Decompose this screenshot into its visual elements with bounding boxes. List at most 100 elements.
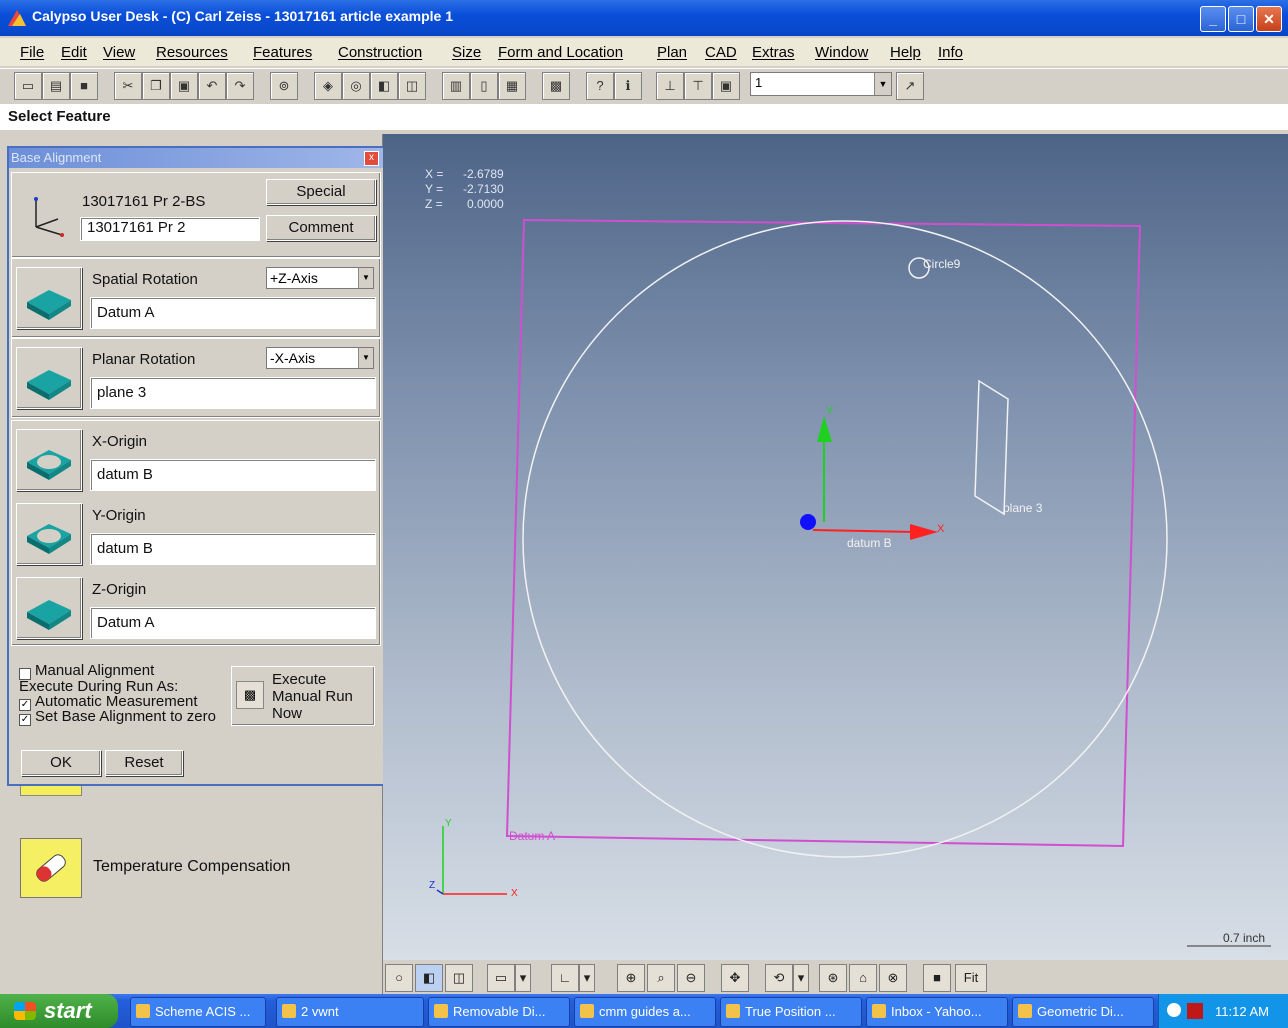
stylus-icon[interactable]: ⊥ — [656, 72, 684, 100]
copy-icon[interactable]: ❐ — [142, 72, 170, 100]
folder-icon[interactable]: ◧ — [370, 72, 398, 100]
lock-icon[interactable]: ⌂ — [849, 964, 877, 992]
ok-button[interactable]: OK — [21, 750, 101, 776]
delete-icon[interactable]: ▯ — [470, 72, 498, 100]
rotate-axis-icon[interactable]: ⊗ — [879, 964, 907, 992]
box-view-icon[interactable]: ▭ — [487, 964, 515, 992]
save-icon[interactable]: ■ — [70, 72, 98, 100]
menu-info[interactable]: Info — [938, 44, 964, 61]
menu-help[interactable]: Help — [890, 44, 921, 61]
planar-rotation-feature-field[interactable]: plane 3 — [90, 377, 376, 409]
axis-view-icon[interactable]: ∟ — [551, 964, 579, 992]
spatial-rotation-feature-field[interactable]: Datum A — [90, 297, 376, 329]
task-geometric[interactable]: Geometric Di... — [1012, 997, 1154, 1027]
shaded-view-icon[interactable]: ◧ — [415, 964, 443, 992]
help-icon[interactable]: ? — [586, 72, 614, 100]
probe-icon[interactable]: ◫ — [398, 72, 426, 100]
task-true-position[interactable]: True Position ... — [720, 997, 862, 1027]
menu-resources[interactable]: Resources — [156, 44, 228, 61]
spatial-rotation-axis-select[interactable]: +Z-Axis ▼ — [266, 267, 374, 289]
info-icon[interactable]: ℹ — [614, 72, 642, 100]
automatic-measurement-checkbox[interactable]: ✓ — [19, 699, 31, 711]
new-icon[interactable]: ▭ — [14, 72, 42, 100]
z-origin-feature-field[interactable]: Datum A — [90, 607, 376, 639]
chevron-down-icon[interactable]: ▾ — [793, 964, 809, 992]
menu-extras[interactable]: Extras — [752, 44, 795, 61]
rotate-view-icon[interactable]: ⟲ — [765, 964, 793, 992]
temperature-icon[interactable] — [20, 838, 82, 898]
tray-app-icon[interactable] — [1167, 1003, 1181, 1017]
close-button[interactable]: ✕ — [1256, 6, 1282, 32]
zoom-in-icon[interactable]: ⊕ — [617, 964, 645, 992]
spatial-rotation-plane-button[interactable] — [16, 267, 82, 329]
menu-plan[interactable]: Plan — [657, 44, 688, 61]
start-button[interactable]: start — [0, 994, 118, 1028]
measure-icon[interactable]: ⊤ — [684, 72, 712, 100]
cube-view-icon[interactable]: ◫ — [445, 964, 473, 992]
plane3-shape[interactable] — [974, 379, 1009, 516]
fit-button[interactable]: Fit — [955, 964, 987, 992]
report-icon[interactable]: ▦ — [498, 72, 526, 100]
menu-construction[interactable]: Construction — [338, 44, 423, 61]
chevron-down-icon[interactable]: ▼ — [358, 268, 373, 288]
task-removable-disk[interactable]: Removable Di... — [428, 997, 570, 1027]
execute-manual-run-button[interactable]: ▩ Execute Manual Run Now — [231, 666, 375, 726]
reset-button[interactable]: Reset — [105, 750, 183, 776]
datum-a-square[interactable] — [505, 218, 1142, 848]
x-origin-circle-button[interactable] — [16, 429, 82, 491]
tray-alert-icon[interactable] — [1187, 1003, 1203, 1019]
menu-edit[interactable]: Edit — [61, 44, 87, 61]
origin-marker[interactable] — [800, 514, 816, 530]
large-circle[interactable] — [522, 220, 1168, 858]
menu-view[interactable]: View — [103, 44, 136, 61]
chevron-down-icon[interactable]: ▾ — [515, 964, 531, 992]
minimize-button[interactable]: _ — [1200, 6, 1226, 32]
chevron-down-icon[interactable]: ▾ — [579, 964, 595, 992]
chevron-down-icon[interactable]: ▼ — [874, 73, 891, 95]
menu-features[interactable]: Features — [253, 44, 313, 61]
menu-file[interactable]: File — [20, 44, 45, 61]
circle9-marker[interactable] — [908, 257, 930, 279]
open-icon[interactable]: ▤ — [42, 72, 70, 100]
task-scheme-acis[interactable]: Scheme ACIS ... — [130, 997, 266, 1027]
menu-form-and-location[interactable]: Form and Location — [498, 44, 624, 61]
dialog-close-button[interactable]: x — [364, 151, 379, 166]
circle-view-icon[interactable]: ○ — [385, 964, 413, 992]
set-base-zero-checkbox[interactable]: ✓ — [19, 714, 31, 726]
toolbar-combo[interactable]: 1 ▼ — [750, 72, 892, 96]
alignment-name-field[interactable]: 13017161 Pr 2 — [80, 217, 260, 241]
redo-icon[interactable]: ↷ — [226, 72, 254, 100]
orbit-icon[interactable]: ⊛ — [819, 964, 847, 992]
stop-icon[interactable]: ▣ — [712, 72, 740, 100]
zoom-out-icon[interactable]: ⊖ — [677, 964, 705, 992]
task-inbox-yahoo[interactable]: Inbox - Yahoo... — [866, 997, 1008, 1027]
special-button[interactable]: Special — [266, 179, 376, 205]
planar-rotation-axis-select[interactable]: -X-Axis ▼ — [266, 347, 374, 369]
manual-alignment-checkbox[interactable] — [19, 668, 31, 680]
chevron-down-icon[interactable]: ▼ — [358, 348, 373, 368]
y-origin-feature-field[interactable]: datum B — [90, 533, 376, 565]
cad-viewport[interactable]: X = -2.6789 Y = -2.7130 Z = 0.0000 Circl… — [383, 134, 1288, 960]
solid-view-icon[interactable]: ■ — [923, 964, 951, 992]
pan-icon[interactable]: ✥ — [721, 964, 749, 992]
z-origin-plane-button[interactable] — [16, 577, 82, 639]
task-vwnt[interactable]: 2 vwnt — [276, 997, 424, 1027]
feature-icon[interactable]: ◈ — [314, 72, 342, 100]
binoculars-icon[interactable]: ⊚ — [270, 72, 298, 100]
menu-window[interactable]: Window — [815, 44, 869, 61]
task-cmm-guides[interactable]: cmm guides a... — [574, 997, 716, 1027]
cut-icon[interactable]: ✂ — [114, 72, 142, 100]
paste-icon[interactable]: ▣ — [170, 72, 198, 100]
undo-icon[interactable]: ↶ — [198, 72, 226, 100]
x-origin-feature-field[interactable]: datum B — [90, 459, 376, 491]
run-icon[interactable]: ↗ — [896, 72, 924, 100]
alignment-icon[interactable]: ◎ — [342, 72, 370, 100]
planar-rotation-plane-button[interactable] — [16, 347, 82, 409]
print-icon[interactable]: ▥ — [442, 72, 470, 100]
comment-button[interactable]: Comment — [266, 215, 376, 241]
maximize-button[interactable]: □ — [1228, 6, 1254, 32]
menu-cad[interactable]: CAD — [705, 44, 737, 61]
menu-size[interactable]: Size — [452, 44, 482, 61]
printer-icon[interactable]: ▩ — [542, 72, 570, 100]
y-origin-circle-button[interactable] — [16, 503, 82, 565]
